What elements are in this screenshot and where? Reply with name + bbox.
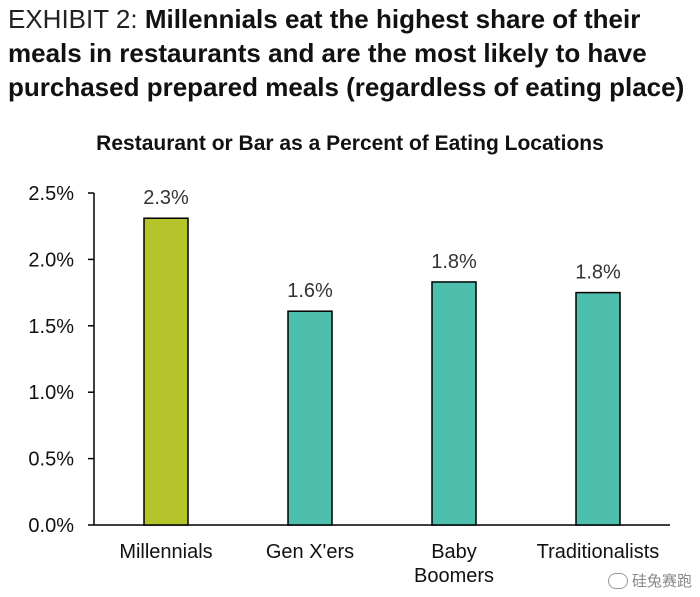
y-tick-label: 1.0% xyxy=(28,382,74,404)
wechat-icon xyxy=(607,572,628,589)
category-label: Boomers xyxy=(414,565,494,587)
watermark: 硅兔赛跑 xyxy=(607,570,692,591)
y-tick-label: 0.0% xyxy=(28,515,74,537)
y-tick-label: 1.5% xyxy=(28,316,74,338)
exhibit-label: EXHIBIT 2: xyxy=(8,4,138,34)
bar xyxy=(143,217,189,526)
category-label: Gen X'ers xyxy=(266,541,354,563)
data-label: 1.8% xyxy=(575,262,621,284)
exhibit-heading: EXHIBIT 2: Millennials eat the highest s… xyxy=(8,2,698,104)
y-tick-label: 2.5% xyxy=(28,183,74,205)
category-label: Baby xyxy=(431,541,477,563)
y-tick-label: 2.0% xyxy=(28,249,74,271)
category-label: Millennials xyxy=(119,541,212,563)
watermark-text: 硅兔赛跑 xyxy=(631,573,692,590)
headline: Millennials eat the highest share of the… xyxy=(8,4,685,102)
data-label: 2.3% xyxy=(143,187,189,209)
category-label: Traditionalists xyxy=(537,541,660,563)
bar xyxy=(287,310,333,526)
data-label: 1.6% xyxy=(287,280,333,302)
bar xyxy=(575,291,621,526)
chart-title: Restaurant or Bar as a Percent of Eating… xyxy=(96,132,604,155)
y-tick-label: 0.5% xyxy=(28,449,74,471)
bar xyxy=(431,281,477,526)
data-label: 1.8% xyxy=(431,251,477,273)
